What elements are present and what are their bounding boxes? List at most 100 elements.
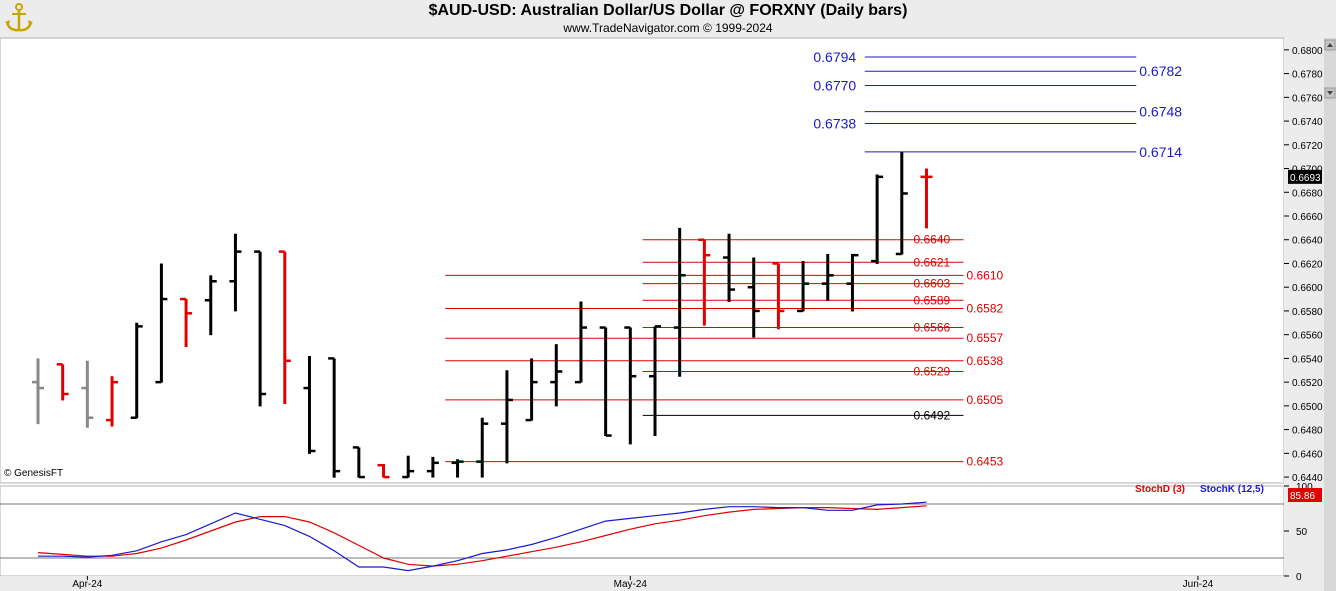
- ohlc-bar: [797, 261, 810, 313]
- y-tick-label: 0.6680: [1292, 188, 1323, 199]
- ohlc-bar: [426, 456, 439, 478]
- y-tick-label: 0.6660: [1292, 212, 1323, 223]
- chart-title: $AUD-USD: Australian Dollar/US Dollar @ …: [428, 2, 908, 19]
- ohlc-bar: [624, 326, 637, 445]
- ohlc-bar: [130, 322, 143, 419]
- price-level-label: 0.6529: [914, 364, 951, 378]
- price-level-label: 0.6453: [967, 455, 1004, 469]
- scrollbar-track: [1324, 38, 1336, 591]
- price-level-label: 0.6794: [813, 49, 856, 65]
- price-level-label: 0.6714: [1139, 144, 1182, 160]
- ohlc-bar: [673, 227, 686, 377]
- y-tick-label: 0.6560: [1292, 331, 1323, 342]
- y-tick-label: 0.6720: [1292, 141, 1323, 152]
- ohlc-bar: [476, 417, 489, 478]
- ohlc-bar: [525, 358, 538, 422]
- price-level-label: 0.6557: [967, 331, 1004, 345]
- y-tick-label: 0.6540: [1292, 354, 1323, 365]
- ohlc-bar: [500, 370, 513, 464]
- ohlc-bar: [550, 344, 563, 407]
- ohlc-bar: [772, 262, 785, 330]
- price-level-label: 0.6770: [813, 77, 856, 93]
- ohlc-bar: [402, 455, 415, 479]
- price-level-label: 0.6505: [967, 393, 1004, 407]
- ohlc-bar: [599, 326, 612, 437]
- y-tick-label: 0.6520: [1292, 378, 1323, 389]
- last-price-badge: [1288, 169, 1322, 184]
- ohlc-bar: [32, 358, 44, 425]
- ohlc-bars: [32, 151, 933, 479]
- price-level-label: 0.6621: [914, 255, 951, 269]
- ohlc-bar: [451, 459, 464, 478]
- stoch-last-label: 85.86: [1290, 491, 1315, 502]
- chevron-up-icon: [1327, 43, 1333, 47]
- price-level-label: 0.6566: [914, 321, 951, 335]
- price-level-label: 0.6782: [1139, 63, 1182, 79]
- ohlc-bar: [698, 238, 711, 326]
- ohlc-bar: [155, 263, 168, 384]
- ohlc-bar: [254, 250, 267, 407]
- x-tick-label: Jun-24: [1183, 579, 1214, 590]
- price-level-label: 0.6640: [914, 233, 951, 247]
- stoch-legend-entry: StochK (12,5): [1200, 484, 1264, 495]
- y-tick-label: 0.6600: [1292, 283, 1323, 294]
- stoch-y-tick-label: 0: [1296, 572, 1302, 583]
- ohlc-bar: [180, 297, 193, 348]
- ohlc-bar: [723, 233, 736, 302]
- stoch-series-line: [37, 505, 927, 567]
- vertical-scrollbar[interactable]: [1324, 38, 1336, 591]
- y-tick-label: 0.6640: [1292, 236, 1323, 247]
- time-axis-area: [0, 576, 1284, 591]
- data-credit: © GenesisFT: [4, 468, 64, 479]
- price-level-label: 0.6603: [914, 277, 951, 291]
- ohlc-bar: [821, 253, 834, 301]
- y-tick-label: 0.6500: [1292, 402, 1323, 413]
- ohlc-bar: [846, 253, 859, 312]
- y-tick-label: 0.6800: [1292, 46, 1323, 57]
- ohlc-bar: [204, 275, 217, 336]
- stoch-panel: [0, 485, 1285, 577]
- ohlc-bar: [747, 257, 760, 338]
- x-tick-label: Apr-24: [72, 579, 102, 590]
- stoch-legend-entry: StochD (3): [1135, 484, 1185, 495]
- y-tick-label: 0.6780: [1292, 70, 1323, 81]
- stoch-series-line: [38, 501, 927, 572]
- price-level-label: 0.6738: [813, 115, 856, 131]
- price-panel: [0, 37, 1285, 484]
- y-tick-label: 0.6740: [1292, 117, 1323, 128]
- chart-subtitle: www.TradeNavigator.com © 1999-2024: [563, 21, 773, 35]
- price-level-label: 0.6610: [967, 268, 1004, 282]
- ohlc-bar: [920, 168, 933, 229]
- price-level-label: 0.6748: [1139, 104, 1182, 120]
- stoch-y-tick-label: 50: [1296, 527, 1308, 538]
- ohlc-bar: [303, 356, 316, 454]
- y-tick-label: 0.6440: [1292, 473, 1323, 484]
- chart-header: $AUD-USD: Australian Dollar/US Dollar @ …: [0, 0, 1336, 38]
- ohlc-bar: [81, 360, 94, 428]
- y-tick-label: 0.6460: [1292, 449, 1323, 460]
- ohlc-bar: [352, 446, 365, 479]
- ohlc-bar: [229, 233, 242, 312]
- price-level-label: 0.6538: [967, 354, 1004, 368]
- ohlc-bar: [106, 376, 119, 427]
- ohlc-bar: [328, 357, 341, 478]
- chevron-down-icon: [1327, 91, 1333, 95]
- x-tick-label: May-24: [614, 579, 648, 590]
- y-tick-label: 0.6760: [1292, 93, 1323, 104]
- ohlc-bar: [56, 363, 69, 401]
- stoch-y-tick-label: 100: [1296, 482, 1313, 493]
- y-tick-label: 0.6480: [1292, 426, 1323, 437]
- ohlc-bar: [895, 151, 908, 256]
- stoch-last-badge: [1288, 488, 1322, 502]
- price-level-label: 0.6492: [914, 408, 951, 422]
- last-price-label: 0.6693: [1290, 173, 1321, 184]
- ohlc-bar: [649, 325, 661, 437]
- anchor-icon: [5, 3, 33, 32]
- ohlc-bar: [377, 463, 390, 479]
- y-tick-label: 0.6580: [1292, 307, 1323, 318]
- price-level-label: 0.6582: [967, 302, 1004, 316]
- ohlc-bar: [871, 174, 884, 264]
- y-tick-label: 0.6620: [1292, 259, 1323, 270]
- ohlc-bar: [278, 250, 291, 404]
